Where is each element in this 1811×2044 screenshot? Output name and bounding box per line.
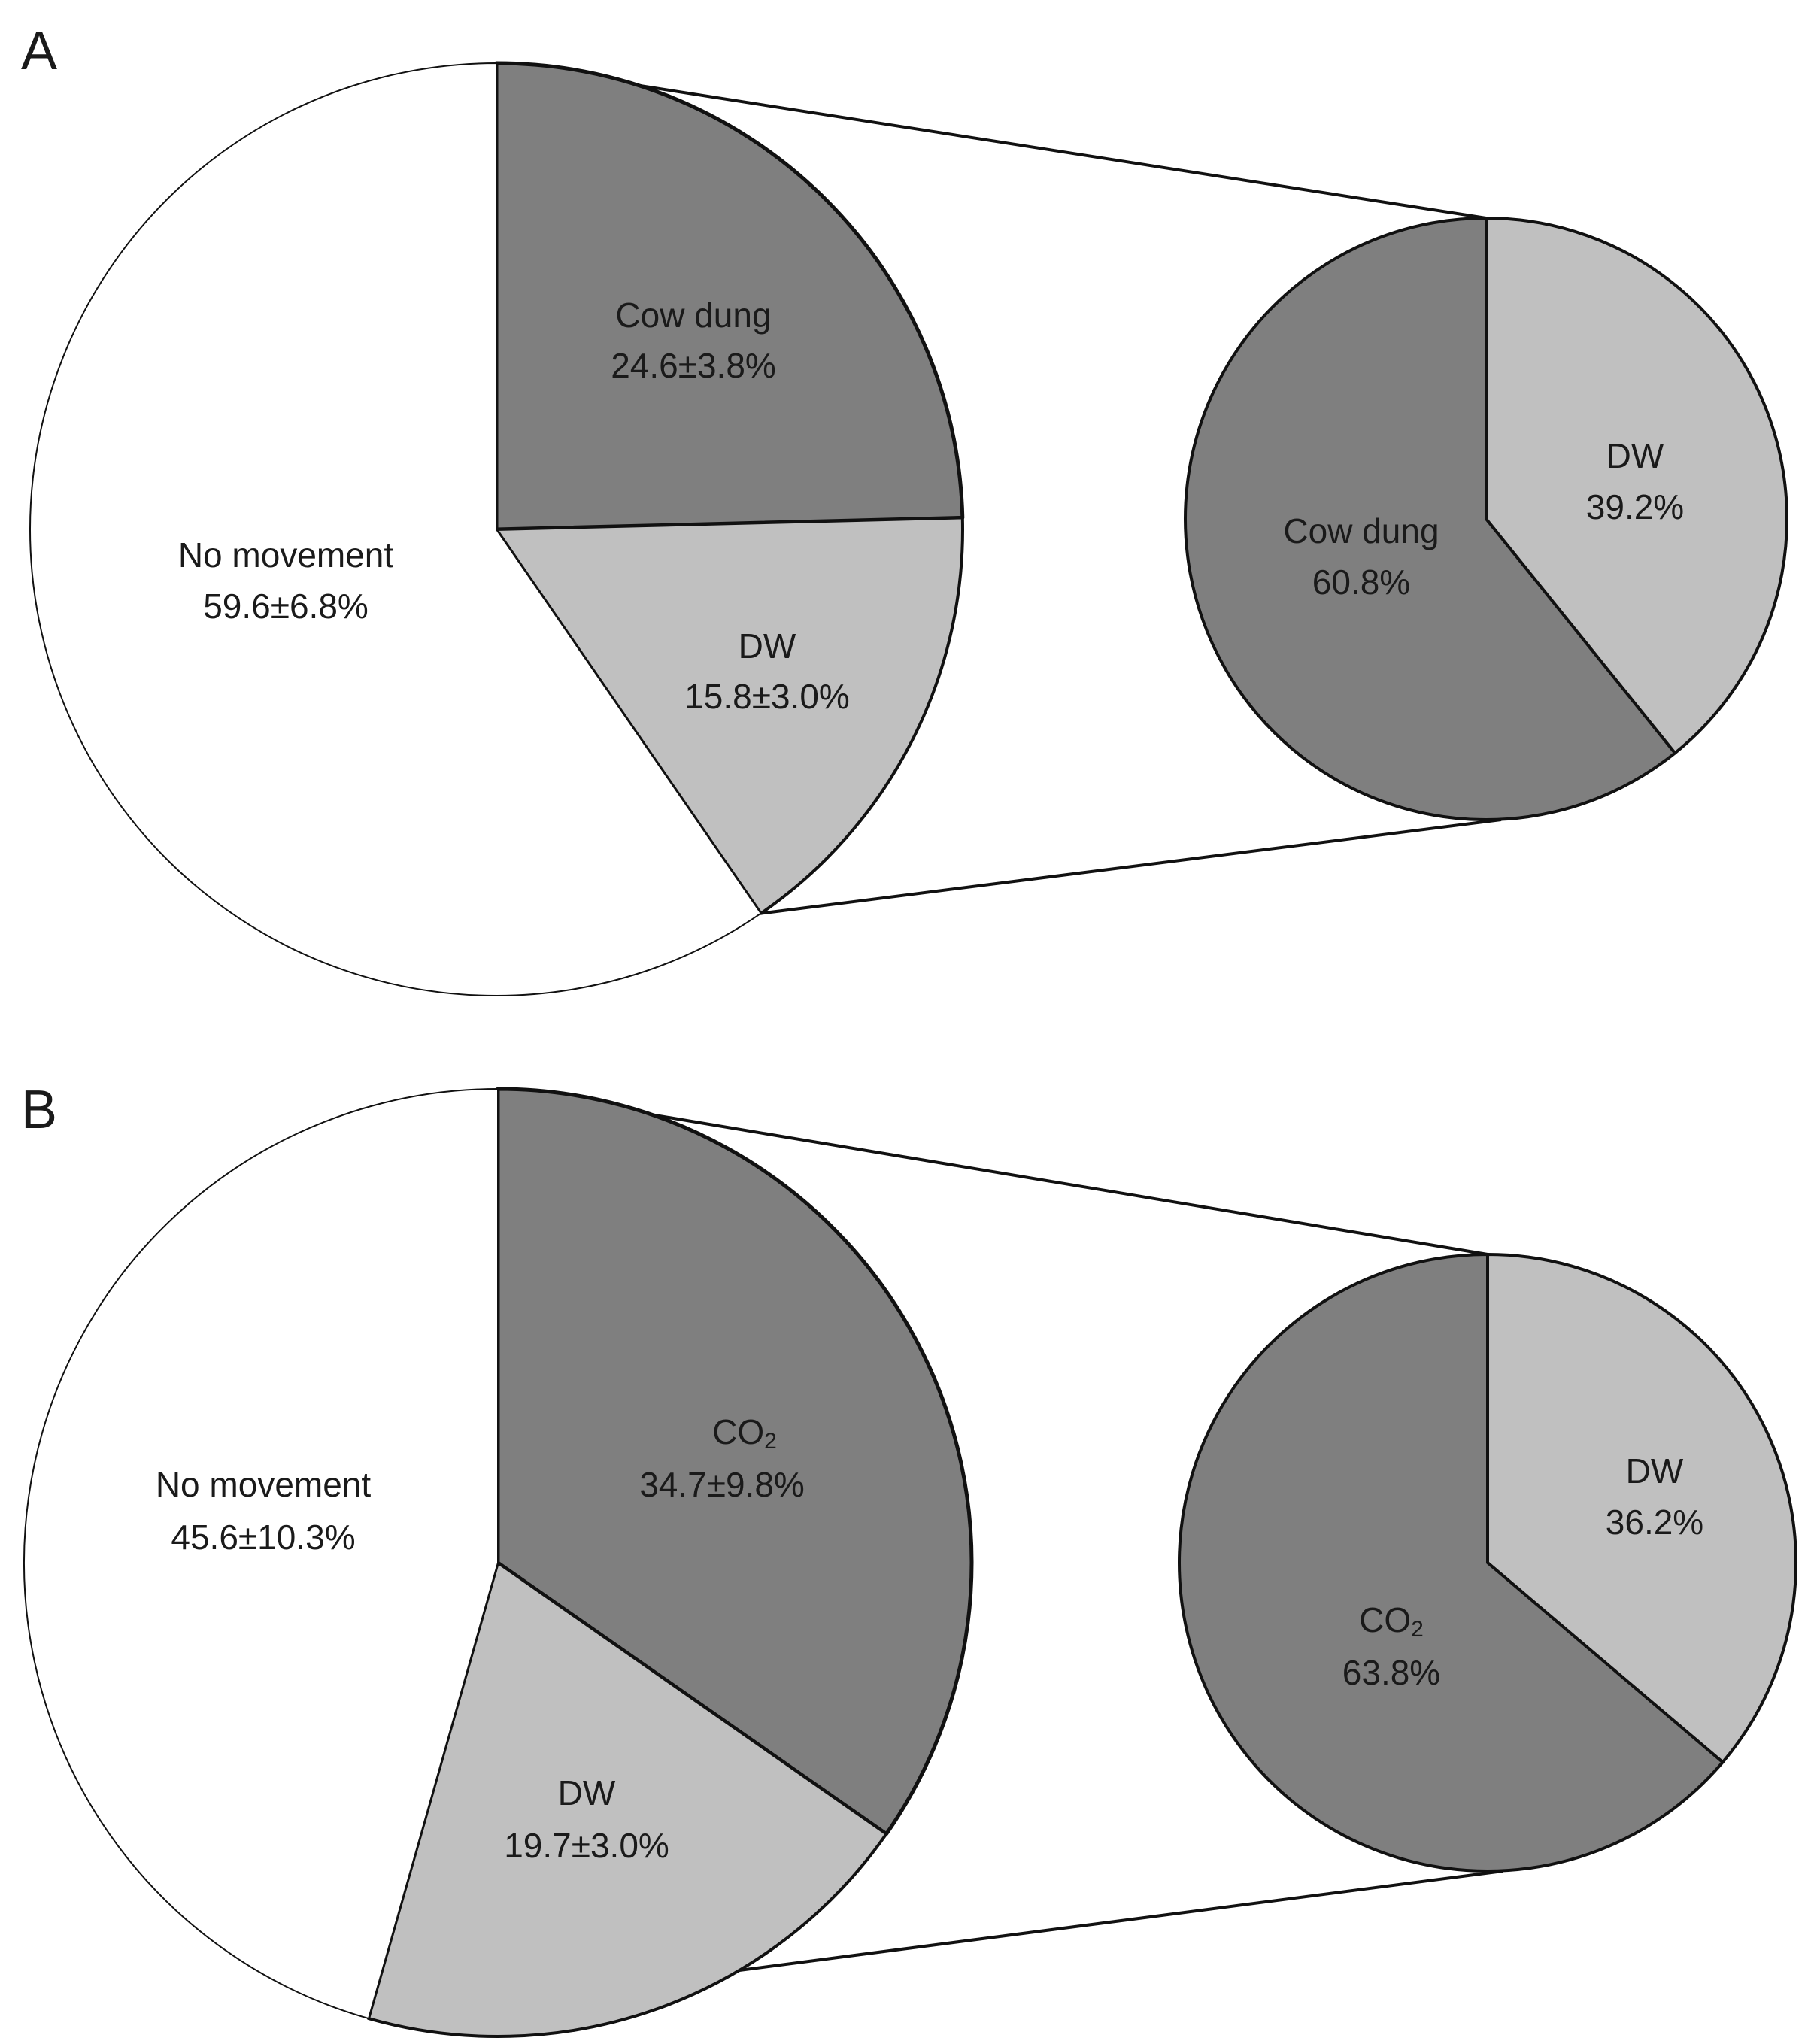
b-mini-co2-label: CO2 [1359, 1600, 1424, 1642]
b-nomovement-label: No movement [156, 1465, 372, 1504]
b-nomovement-value: 45.6±10.3% [171, 1518, 355, 1557]
a-mini-dw-label: DW [1606, 436, 1664, 475]
a-nomovement-value: 59.6±6.8% [203, 587, 369, 626]
a-dw-value: 15.8±3.0% [684, 677, 850, 716]
panel-a-main-pie [29, 61, 965, 996]
b-dw-label: DW [558, 1773, 616, 1812]
a-nomovement-label: No movement [178, 535, 394, 575]
b-co2-label-sub: 2 [764, 1429, 777, 1454]
a-mini-cowdung-value: 60.8% [1312, 563, 1410, 602]
b-mini-co2-label-sub: 2 [1411, 1617, 1424, 1642]
panel-a-letter: A [21, 21, 57, 81]
b-dw-value: 19.7±3.0% [504, 1826, 669, 1865]
panel-b-breakdown-pie [1178, 1253, 1797, 1873]
a-mini-cowdung-label: Cow dung [1283, 511, 1439, 550]
b-main-slice-co2 [496, 1087, 974, 1836]
a-mini-slice-dw [1485, 217, 1788, 755]
b-mini-co2-label-main: CO [1359, 1600, 1411, 1639]
b-co2-label-main: CO [712, 1412, 764, 1451]
a-cowdung-label: Cow dung [615, 296, 771, 335]
a-mini-slice-cow-dung [1184, 217, 1677, 821]
a-connector-bottom [760, 818, 1502, 915]
b-mini-dw-label: DW [1626, 1451, 1684, 1491]
b-mini-dw-value: 36.2% [1606, 1503, 1703, 1542]
a-connector-top [496, 62, 1487, 220]
panel-a-breakdown-pie [1184, 217, 1788, 821]
a-cowdung-value: 24.6±3.8% [611, 346, 776, 385]
a-main-slice-no-movement [29, 62, 762, 996]
a-mini-dw-value: 39.2% [1586, 487, 1684, 526]
b-mini-slice-dw [1486, 1253, 1797, 1764]
panel-b-main-pie [23, 1087, 974, 2038]
panel-a: A Cow dung 24.6±3.8% DW 15.8±3.0% No mov… [21, 21, 1788, 996]
b-mini-slice-co2 [1178, 1253, 1725, 1873]
b-connector-top [497, 1087, 1488, 1256]
a-dw-label: DW [739, 626, 796, 666]
b-mini-co2-value: 63.8% [1342, 1653, 1440, 1692]
a-main-slice-dw [495, 516, 964, 915]
panel-a-connectors [496, 62, 1502, 915]
a-main-slice-cow-dung [494, 61, 965, 532]
panel-b: B CO2 34.7±9.8% DW 19.7±3.0% No movement… [21, 1080, 1797, 2038]
b-main-slice-no-movement [23, 1088, 499, 2020]
b-co2-value: 34.7±9.8% [639, 1465, 805, 1504]
b-main-slice-dw [367, 1561, 888, 2038]
panel-b-letter: B [21, 1080, 57, 1140]
b-co2-label: CO2 [712, 1412, 777, 1454]
